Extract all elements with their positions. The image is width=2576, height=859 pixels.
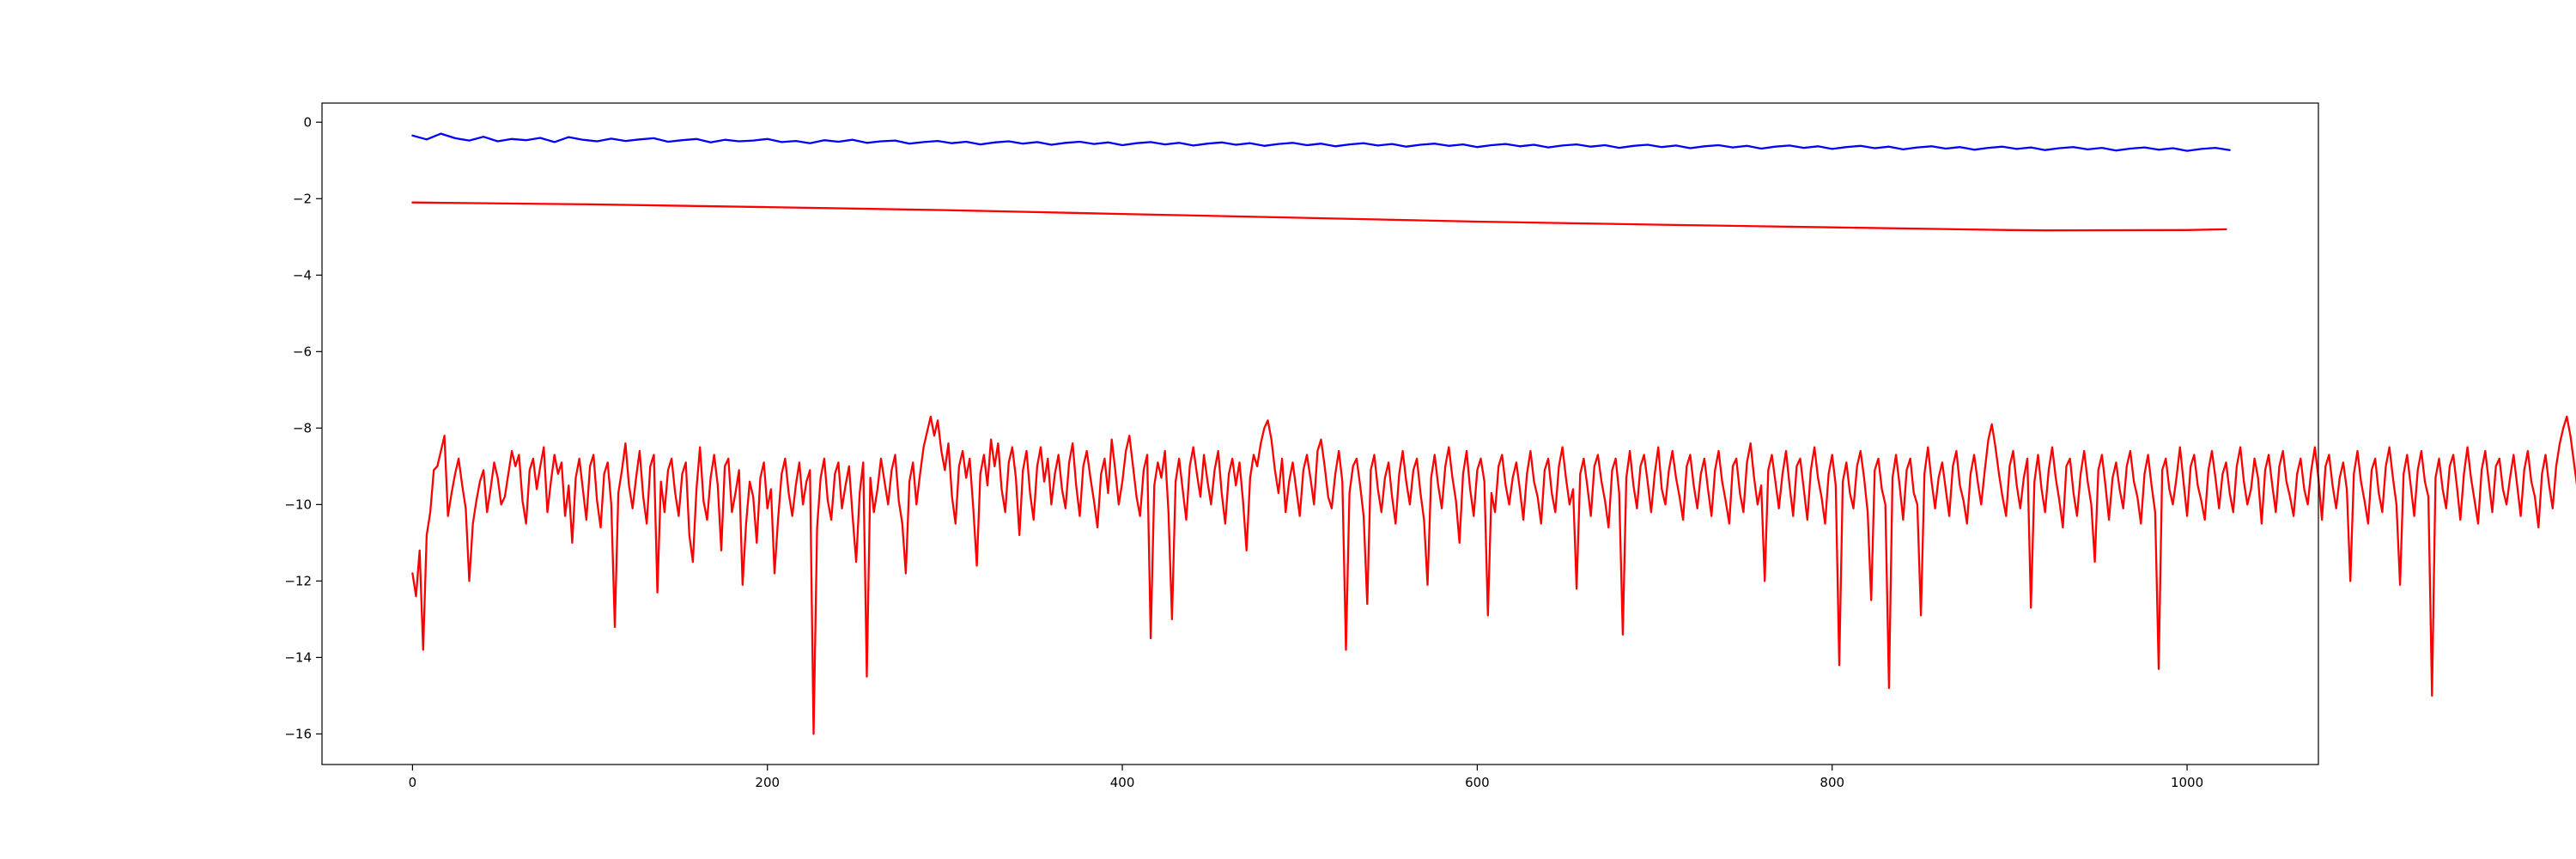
y-tick-label: −12 bbox=[284, 573, 312, 588]
y-tick-label: 0 bbox=[303, 114, 312, 130]
y-axis: 0 −2 −4 −6 −8 −10 −12 −14 −16 bbox=[284, 114, 322, 741]
x-tick-label: 200 bbox=[755, 775, 780, 790]
x-tick-label: 800 bbox=[1820, 775, 1844, 790]
series-layer bbox=[411, 132, 2576, 735]
series-line-3 bbox=[411, 415, 2576, 735]
x-axis: 0 200 400 600 800 1000 bbox=[409, 765, 2203, 790]
x-tick-label: 0 bbox=[409, 775, 417, 790]
series-line-2 bbox=[411, 201, 2227, 232]
series-line-1 bbox=[411, 132, 2231, 152]
plot-frame bbox=[321, 102, 2319, 765]
x-tick-label: 400 bbox=[1110, 775, 1135, 790]
x-tick-label: 600 bbox=[1465, 775, 1490, 790]
y-tick-label: −8 bbox=[293, 420, 312, 436]
y-tick-label: −14 bbox=[284, 649, 312, 665]
x-tick-label: 1000 bbox=[2171, 775, 2203, 790]
y-tick-label: −10 bbox=[284, 497, 312, 512]
y-tick-label: −16 bbox=[284, 726, 312, 741]
y-tick-label: −2 bbox=[293, 191, 312, 206]
y-tick-label: −4 bbox=[293, 267, 312, 283]
y-tick-label: −6 bbox=[293, 344, 312, 359]
